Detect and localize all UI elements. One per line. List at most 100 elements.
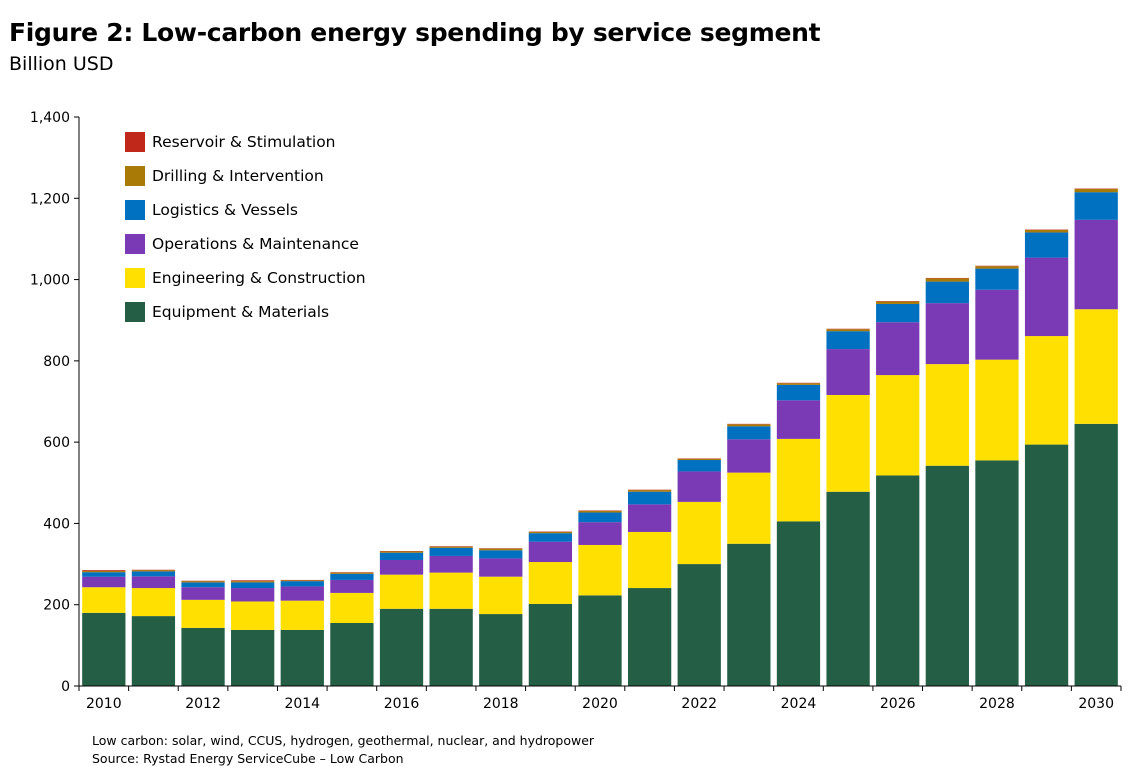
bar-segment-2024-1 <box>776 438 821 522</box>
bar-segment-2018-2 <box>479 558 523 577</box>
legend-item: Engineering & Construction <box>125 261 366 295</box>
bar-segment-2013-2 <box>231 588 275 602</box>
bar-segment-2029-0 <box>1024 444 1069 686</box>
bar-segment-2012-1 <box>181 599 225 628</box>
bar-segment-2017-3 <box>429 547 473 556</box>
bar-segment-2013-1 <box>231 601 275 630</box>
legend-label: Logistics & Vessels <box>152 201 298 219</box>
bar-segment-2021-1 <box>627 531 672 589</box>
bar-segment-2028-1 <box>975 359 1019 461</box>
y-tick-label: 800 <box>43 354 70 370</box>
legend-swatch <box>125 166 145 186</box>
bar-segment-2028-3 <box>975 268 1019 290</box>
x-tick-label: 2030 <box>1078 696 1114 712</box>
bar-segment-2015-4 <box>330 572 374 574</box>
bar-segment-2024-0 <box>776 521 821 686</box>
x-tick-label: 2020 <box>582 696 618 712</box>
bar-segment-2030-2 <box>1074 219 1118 310</box>
bar-segment-2013-5 <box>231 580 275 582</box>
y-tick-label: 0 <box>61 679 70 695</box>
bar-segment-2010-3 <box>82 572 126 577</box>
bar-segment-2018-0 <box>479 614 523 686</box>
bar-segment-2027-0 <box>925 465 969 686</box>
bar-segment-2019-3 <box>528 533 573 542</box>
x-tick-label: 2028 <box>979 696 1015 712</box>
bar-segment-2015-3 <box>330 573 374 580</box>
bar-segment-2023-2 <box>727 439 771 473</box>
bar-segment-2026-2 <box>876 322 920 376</box>
bar-segment-2011-1 <box>131 588 176 617</box>
bar-segment-2012-2 <box>181 587 225 600</box>
bar-segment-2019-1 <box>528 562 573 604</box>
bar-layer <box>82 188 1118 686</box>
bar-segment-2011-4 <box>131 570 176 572</box>
bar-segment-2023-1 <box>727 472 771 544</box>
bar-segment-2014-4 <box>280 580 324 582</box>
legend-label: Operations & Maintenance <box>152 235 359 253</box>
legend-item: Drilling & Intervention <box>125 159 366 193</box>
bar-segment-2016-2 <box>379 560 424 575</box>
bar-segment-2011-3 <box>131 571 176 577</box>
bar-segment-2025-1 <box>826 395 870 492</box>
bar-segment-2012-4 <box>181 581 225 583</box>
bar-segment-2029-4 <box>1024 229 1069 233</box>
footnote-source: Source: Rystad Energy ServiceCube – Low … <box>92 751 404 766</box>
bar-segment-2023-0 <box>727 543 771 686</box>
bar-segment-2015-0 <box>330 623 374 686</box>
legend-label: Drilling & Intervention <box>152 167 324 185</box>
bar-segment-2024-3 <box>776 384 821 401</box>
bar-segment-2029-3 <box>1024 232 1069 258</box>
bar-segment-2010-1 <box>82 587 126 613</box>
bar-segment-2017-4 <box>429 546 473 548</box>
x-tick-label: 2018 <box>483 696 519 712</box>
bar-segment-2026-4 <box>876 301 920 304</box>
bar-segment-2025-4 <box>826 329 870 332</box>
bar-segment-2014-1 <box>280 600 324 630</box>
y-tick-label: 200 <box>43 598 70 614</box>
bar-segment-2017-0 <box>429 608 473 686</box>
bar-segment-2013-4 <box>231 581 275 583</box>
bar-segment-2015-1 <box>330 592 374 624</box>
bar-segment-2021-4 <box>627 490 672 492</box>
y-tick-label: 1,400 <box>30 110 70 126</box>
bar-segment-2016-0 <box>379 608 424 686</box>
bar-segment-2025-2 <box>826 349 870 395</box>
bar-segment-2020-3 <box>578 512 622 523</box>
bar-segment-2027-1 <box>925 364 969 466</box>
axes-layer <box>74 116 1122 691</box>
bar-segment-2013-0 <box>231 629 275 686</box>
bar-segment-2019-2 <box>528 541 573 563</box>
bar-segment-2014-2 <box>280 586 324 601</box>
y-tick-label: 600 <box>43 435 70 451</box>
bar-segment-2020-1 <box>578 544 622 596</box>
bar-segment-2030-4 <box>1074 188 1118 193</box>
legend-swatch <box>125 234 145 254</box>
bar-segment-2020-4 <box>578 510 622 513</box>
x-tick-label: 2026 <box>880 696 916 712</box>
bar-segment-2023-3 <box>727 426 771 440</box>
bar-segment-2016-4 <box>379 551 424 553</box>
bar-segment-2010-5 <box>82 570 126 571</box>
tick-label-layer: 0 200 400 600 800 1,000 1,200 1,400 2010 2012 2014… <box>30 110 1114 712</box>
bar-segment-2014-3 <box>280 581 324 587</box>
bar-segment-2027-4 <box>925 278 969 282</box>
bar-segment-2026-3 <box>876 303 920 323</box>
bar-segment-2010-2 <box>82 576 126 588</box>
bar-segment-2011-2 <box>131 576 176 589</box>
bar-segment-2025-3 <box>826 331 870 350</box>
bar-segment-2019-4 <box>528 531 573 534</box>
bar-segment-2026-1 <box>876 375 920 476</box>
legend-item: Logistics & Vessels <box>125 193 366 227</box>
legend-label: Equipment & Materials <box>152 303 330 321</box>
bar-segment-2010-0 <box>82 612 126 686</box>
bar-segment-2022-1 <box>677 501 721 565</box>
bar-segment-2021-0 <box>627 588 672 686</box>
bar-segment-2020-2 <box>578 522 622 545</box>
legend-label: Engineering & Construction <box>152 269 366 287</box>
bar-segment-2022-2 <box>677 471 721 502</box>
legend-swatch <box>125 200 145 220</box>
y-tick-label: 1,200 <box>30 191 70 207</box>
bar-segment-2028-4 <box>975 266 1019 269</box>
bar-segment-2022-0 <box>677 564 721 686</box>
